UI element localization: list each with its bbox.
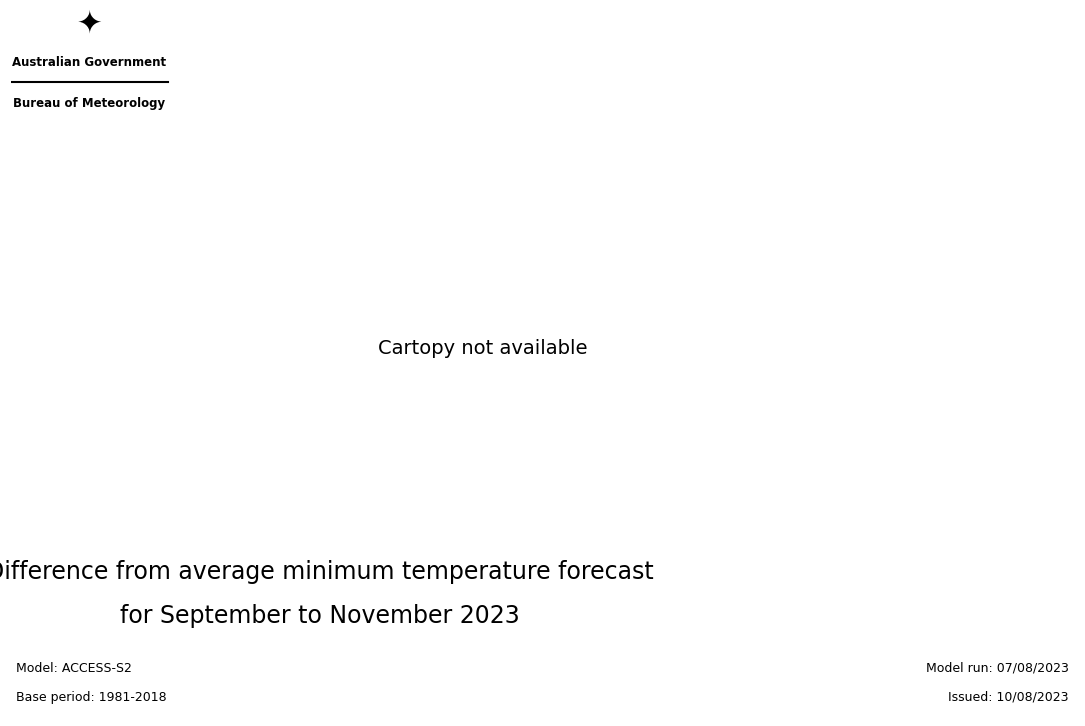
Text: Australian Government: Australian Government: [12, 56, 166, 69]
Text: Cartopy not available: Cartopy not available: [378, 339, 588, 358]
Text: Model: ACCESS-S2: Model: ACCESS-S2: [16, 661, 132, 674]
Text: Bureau of Meteorology: Bureau of Meteorology: [13, 97, 165, 110]
Text: for September to November 2023: for September to November 2023: [120, 604, 520, 628]
Text: Issued: 10/08/2023: Issued: 10/08/2023: [948, 690, 1069, 703]
Text: Base period: 1981-2018: Base period: 1981-2018: [16, 690, 167, 703]
Text: ✦: ✦: [76, 9, 102, 38]
Text: Model run: 07/08/2023: Model run: 07/08/2023: [926, 661, 1069, 674]
Text: Difference from average minimum temperature forecast: Difference from average minimum temperat…: [0, 560, 654, 584]
